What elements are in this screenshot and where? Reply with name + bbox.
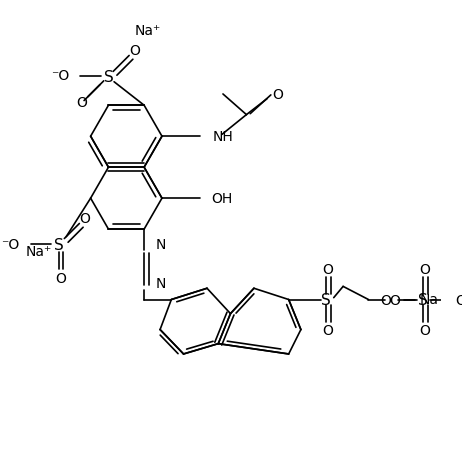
Text: Na⁺: Na⁺ (135, 24, 161, 38)
Text: OH: OH (212, 192, 233, 206)
Text: NH: NH (213, 130, 233, 144)
Text: Na⁺: Na⁺ (26, 244, 52, 258)
Text: S: S (322, 293, 331, 307)
Text: O: O (389, 293, 400, 307)
Text: O: O (55, 271, 66, 285)
Text: O: O (455, 293, 462, 307)
Text: ⁻O: ⁻O (1, 238, 19, 251)
Text: O: O (419, 262, 430, 276)
Text: S: S (418, 293, 428, 307)
Text: O: O (322, 262, 334, 276)
Text: O: O (419, 324, 430, 338)
Text: ⁻O: ⁻O (51, 69, 69, 83)
Text: S: S (103, 69, 113, 84)
Text: N: N (155, 276, 166, 290)
Text: O: O (129, 44, 140, 58)
Text: O: O (322, 324, 334, 338)
Text: O: O (77, 96, 88, 110)
Text: Na: Na (420, 292, 439, 306)
Text: O: O (79, 212, 91, 225)
Text: S: S (54, 237, 64, 252)
Text: N: N (155, 238, 166, 251)
Text: O: O (272, 88, 283, 102)
Text: O: O (380, 293, 391, 307)
